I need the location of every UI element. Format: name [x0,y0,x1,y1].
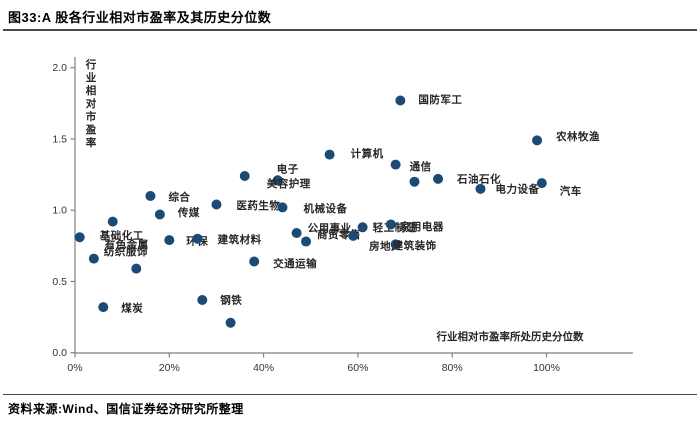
y-axis-title: 行 [85,58,97,71]
data-point-dot [74,232,85,243]
data-point-dot [536,178,547,189]
data-point-dot [385,219,396,230]
data-point-dot [197,294,208,305]
data-point-dot [357,222,368,233]
data-point-dot [409,176,420,187]
data-point-label: 基础化工 [99,229,144,242]
data-point-label: 钢铁 [220,293,242,306]
data-point-dot [192,233,203,244]
data-point-label: 医药生物 [236,199,280,212]
data-point-label: 公用事业 [308,222,352,235]
data-point-label: 纺织服饰 [104,245,148,258]
x-tick-label: 60% [347,362,368,374]
data-point-dot [211,199,222,210]
data-point-label: 建筑装饰 [392,239,437,252]
y-axis-title: 业 [86,71,97,84]
data-point-label: 综合 [168,190,190,203]
data-point-dot [225,317,236,328]
data-point-dot [348,230,359,241]
y-tick-label: 2.0 [52,62,67,74]
data-point-dot [249,256,260,267]
data-point-dot [390,239,401,250]
title-rule [3,29,697,31]
y-axis-title: 相 [86,84,97,97]
data-point-label: 石油石化 [456,172,501,185]
data-point-dot [164,235,175,246]
data-point-label: 美容护理 [267,177,311,190]
data-point-dot [475,183,486,194]
figure-title: 图33:A 股各行业相对市盈率及其历史分位数 [8,10,272,25]
x-tick-label: 40% [253,362,274,374]
footer-rule [3,394,697,395]
y-axis-title: 率 [86,136,97,149]
x-tick-label: 100% [533,362,560,374]
data-point-label: 电力设备 [495,182,539,195]
y-tick-label: 0.0 [52,347,67,359]
data-point-label: 计算机 [351,147,384,160]
source-note: 资料来源:Wind、国信证券经济研究所整理 [8,402,244,416]
data-point-dot [433,173,444,184]
data-point-label: 建筑材料 [217,233,262,246]
data-point-dot [131,263,142,274]
data-point-label: 电子 [277,163,299,176]
data-point-dot [272,175,283,186]
y-axis-title: 市 [86,110,97,123]
y-tick-label: 0.5 [52,276,67,288]
data-point-dot [532,135,543,146]
data-point-dot [277,202,288,213]
data-point-label: 有色金属 [105,238,149,251]
data-point-label: 传媒 [177,206,200,219]
data-point-label: 交通运输 [273,257,317,270]
data-point-dot [390,159,401,170]
data-point-dot [98,302,109,313]
y-tick-label: 1.5 [52,133,67,145]
data-point-dot [154,209,165,220]
data-point-dot [107,216,118,227]
data-point-label: 家用电器 [400,220,444,233]
data-point-label: 汽车 [560,185,582,198]
data-point-label: 农林牧渔 [555,130,600,143]
data-point-dot [301,236,312,247]
data-point-label: 国防军工 [418,93,462,106]
data-point-dot [291,228,302,238]
x-tick-label: 0% [67,362,82,374]
y-axis-title: 盈 [85,124,97,136]
data-point-dot [239,171,250,181]
data-point-label: 煤炭 [121,302,143,315]
data-point-label: 机械设备 [303,202,347,215]
data-point-label: 通信 [410,160,432,173]
data-point-dot [324,149,335,160]
data-point-dot [88,253,99,264]
data-point-dot [145,190,156,201]
x-tick-label: 80% [442,362,463,374]
y-axis-title: 对 [86,97,97,110]
data-point-dot [395,95,406,106]
x-axis-title: 行业相对市盈率所处历史分位数 [436,330,584,343]
x-tick-label: 20% [159,362,180,374]
y-tick-label: 1.0 [52,205,67,217]
